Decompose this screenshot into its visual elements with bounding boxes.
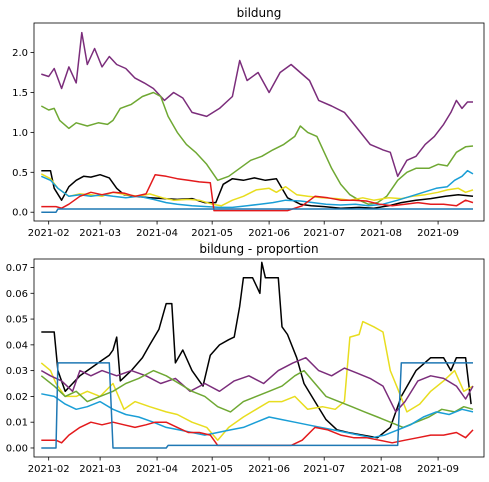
x-tick-label: 2021-07 bbox=[303, 464, 345, 475]
series-line-4 bbox=[40, 369, 474, 429]
series-line-2 bbox=[40, 320, 474, 441]
axes-frame bbox=[33, 22, 485, 222]
series-line-2 bbox=[40, 91, 474, 205]
series-line-7 bbox=[41, 208, 473, 213]
x-tick-label: 2021-06 bbox=[248, 464, 290, 475]
plot-area: 2021-02 2021-03 2021-04 2021-05 2021-06 2021-… bbox=[12, 22, 485, 239]
y-tick-label: 0.00 bbox=[6, 443, 28, 454]
x-tick-label: 2021-03 bbox=[79, 228, 121, 239]
y-tick-label: 1.5 bbox=[12, 88, 28, 99]
x-tick-label: 2021-05 bbox=[191, 228, 233, 239]
x-tick-label: 2021-07 bbox=[303, 228, 345, 239]
axes-frame bbox=[33, 258, 485, 458]
chart-bildung-proportion: bildung - proportion 2021-02 2021-03 2021-… bbox=[6, 242, 485, 475]
y-tick-label: 0.06 bbox=[6, 289, 28, 300]
y-tick-label: 0.02 bbox=[6, 392, 28, 403]
x-tick-label: 2021-09 bbox=[417, 228, 459, 239]
y-tick-label: 0.04 bbox=[6, 340, 28, 351]
x-tick-label: 2021-04 bbox=[136, 464, 178, 475]
y-tick-label: 0.0 bbox=[12, 208, 28, 219]
series-line-1 bbox=[41, 31, 473, 178]
x-tick-label: 2021-08 bbox=[360, 228, 402, 239]
y-tick-label: 2.0 bbox=[12, 48, 28, 59]
chart-title: bildung bbox=[237, 6, 282, 20]
chart-bildung: bildung 2021-02 2021-03 2021-04 2021-05 2021… bbox=[12, 6, 485, 239]
series-line-1 bbox=[41, 261, 472, 439]
y-tick-label: 0.5 bbox=[12, 168, 28, 179]
x-tick-label: 2021-06 bbox=[248, 228, 290, 239]
y-tick-label: 0.03 bbox=[6, 366, 28, 377]
x-tick-label: 2021-04 bbox=[136, 228, 178, 239]
x-tick-label: 2021-05 bbox=[191, 464, 233, 475]
series-line-7 bbox=[41, 362, 473, 449]
x-tick-label: 2021-09 bbox=[417, 464, 459, 475]
plot-area: 2021-02 2021-03 2021-04 2021-05 2021-06 2021-… bbox=[6, 258, 485, 475]
chart-title: bildung - proportion bbox=[199, 242, 318, 256]
series-line-5 bbox=[41, 393, 474, 439]
x-tick-label: 2021-03 bbox=[79, 464, 121, 475]
x-tick-label: 2021-08 bbox=[360, 464, 402, 475]
x-tick-label: 2021-02 bbox=[28, 464, 70, 475]
x-tick-label: 2021-02 bbox=[28, 228, 70, 239]
y-tick-label: 1.0 bbox=[12, 128, 28, 139]
y-tick-label: 0.07 bbox=[6, 263, 28, 274]
y-tick-label: 0.05 bbox=[6, 315, 28, 326]
y-tick-label: 0.01 bbox=[6, 418, 28, 429]
series-line-6 bbox=[41, 173, 474, 212]
series-line-3 bbox=[41, 169, 474, 209]
series-line-3 bbox=[40, 356, 474, 413]
